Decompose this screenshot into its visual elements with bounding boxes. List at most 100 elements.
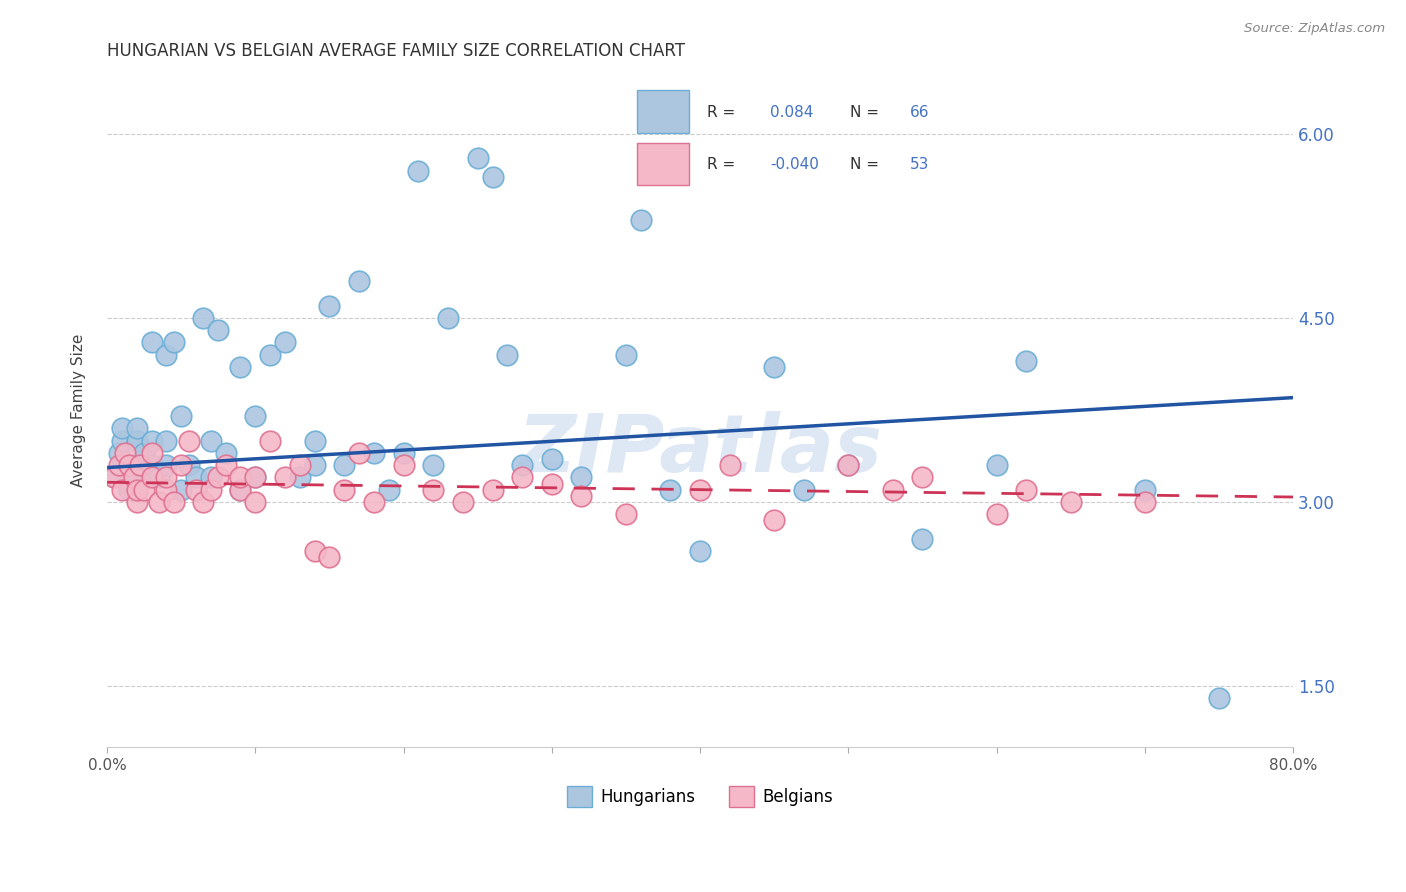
Point	[451, 495, 474, 509]
Text: ZIPatlas: ZIPatlas	[517, 411, 883, 490]
Point	[288, 458, 311, 472]
Point	[128, 458, 150, 472]
Point	[986, 458, 1008, 472]
Point	[229, 483, 252, 497]
Text: Source: ZipAtlas.com: Source: ZipAtlas.com	[1244, 22, 1385, 36]
Point	[163, 335, 186, 350]
Point	[614, 348, 637, 362]
Point	[1015, 483, 1038, 497]
Text: HUNGARIAN VS BELGIAN AVERAGE FAMILY SIZE CORRELATION CHART: HUNGARIAN VS BELGIAN AVERAGE FAMILY SIZE…	[107, 42, 685, 60]
Point	[125, 458, 148, 472]
Point	[986, 507, 1008, 521]
Point	[347, 274, 370, 288]
Point	[155, 348, 177, 362]
Point	[184, 483, 207, 497]
Point	[155, 458, 177, 472]
Point	[125, 470, 148, 484]
Point	[347, 446, 370, 460]
Point	[111, 421, 134, 435]
Point	[793, 483, 815, 497]
Point	[207, 470, 229, 484]
Point	[170, 483, 193, 497]
Point	[163, 495, 186, 509]
Point	[193, 310, 215, 325]
Point	[614, 507, 637, 521]
Point	[496, 348, 519, 362]
Point	[837, 458, 859, 472]
Point	[392, 446, 415, 460]
Point	[170, 458, 193, 472]
Point	[141, 434, 163, 448]
Point	[155, 434, 177, 448]
Point	[125, 483, 148, 497]
Point	[108, 446, 131, 460]
Point	[184, 470, 207, 484]
Point	[125, 434, 148, 448]
Point	[229, 483, 252, 497]
Point	[141, 335, 163, 350]
Point	[467, 151, 489, 165]
Point	[318, 299, 340, 313]
Point	[111, 434, 134, 448]
Point	[118, 483, 141, 497]
Point	[229, 359, 252, 374]
Point	[318, 550, 340, 565]
Point	[571, 489, 593, 503]
Point	[718, 458, 741, 472]
Point	[215, 458, 238, 472]
Point	[141, 446, 163, 460]
Point	[122, 470, 145, 484]
Point	[422, 458, 444, 472]
Legend: Hungarians, Belgians: Hungarians, Belgians	[561, 780, 839, 814]
Point	[170, 409, 193, 423]
Point	[481, 169, 503, 184]
Point	[215, 446, 238, 460]
Point	[510, 458, 533, 472]
Point	[125, 434, 148, 448]
Point	[134, 483, 156, 497]
Point	[288, 470, 311, 484]
Point	[422, 483, 444, 497]
Point	[245, 470, 267, 484]
Point	[148, 495, 170, 509]
Point	[134, 446, 156, 460]
Point	[304, 544, 326, 558]
Point	[630, 212, 652, 227]
Point	[363, 446, 385, 460]
Point	[1208, 691, 1230, 706]
Point	[510, 470, 533, 484]
Point	[540, 476, 562, 491]
Point	[408, 163, 430, 178]
Point	[155, 483, 177, 497]
Point	[200, 470, 222, 484]
Point	[659, 483, 682, 497]
Point	[155, 470, 177, 484]
Point	[111, 483, 134, 497]
Point	[207, 323, 229, 337]
Point	[245, 470, 267, 484]
Point	[882, 483, 904, 497]
Point	[229, 470, 252, 484]
Point	[437, 310, 460, 325]
Point	[540, 452, 562, 467]
Point	[259, 348, 281, 362]
Point	[177, 434, 200, 448]
Point	[763, 359, 786, 374]
Point	[141, 458, 163, 472]
Point	[259, 434, 281, 448]
Point	[200, 434, 222, 448]
Point	[245, 409, 267, 423]
Point	[333, 483, 356, 497]
Y-axis label: Average Family Size: Average Family Size	[72, 334, 86, 486]
Point	[333, 458, 356, 472]
Point	[148, 470, 170, 484]
Point	[111, 458, 134, 472]
Point	[108, 458, 131, 472]
Point	[103, 470, 125, 484]
Point	[689, 483, 711, 497]
Point	[377, 483, 399, 497]
Point	[118, 458, 141, 472]
Point	[363, 495, 385, 509]
Point	[392, 458, 415, 472]
Point	[193, 495, 215, 509]
